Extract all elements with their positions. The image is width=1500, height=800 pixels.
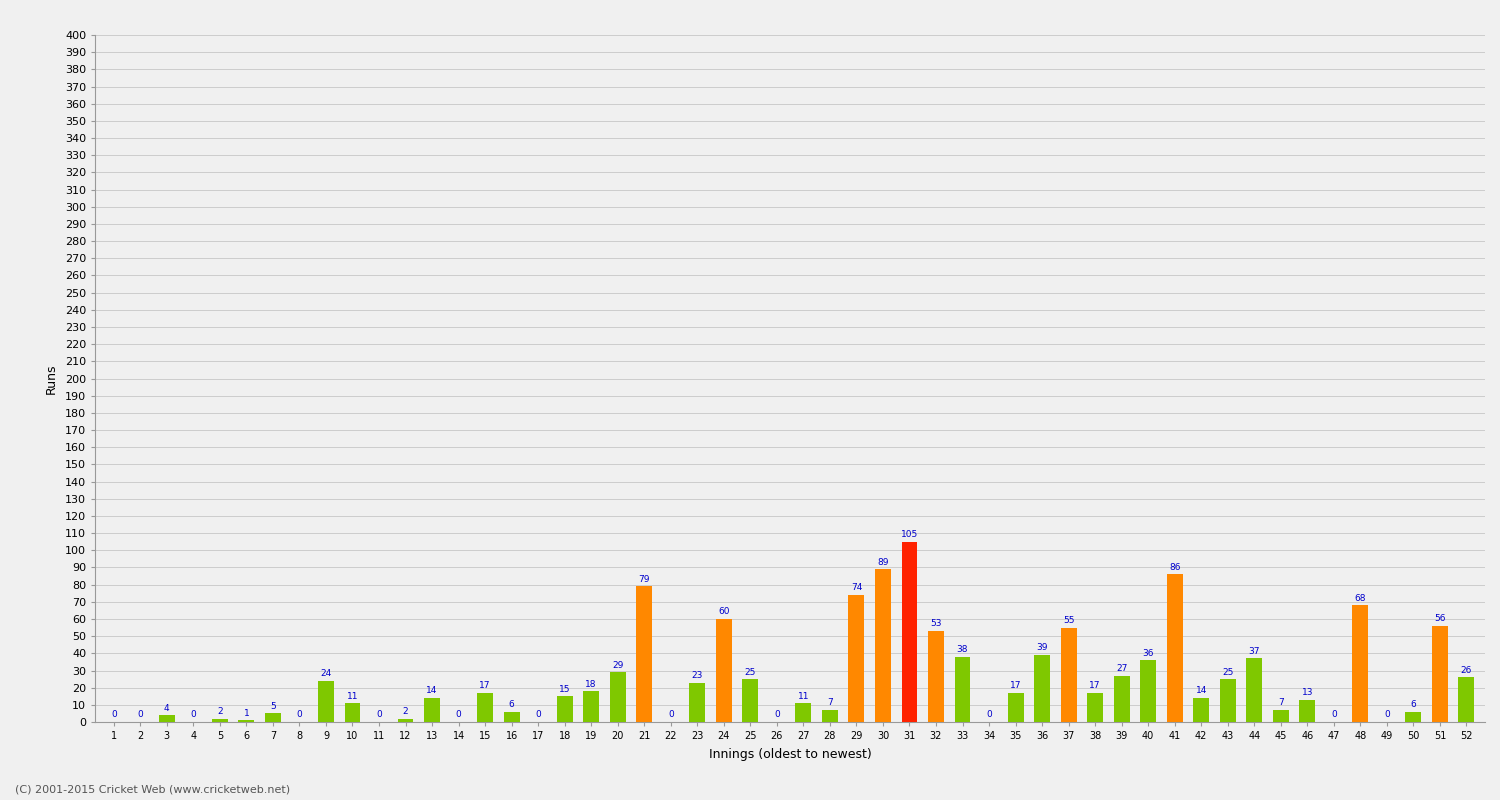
Text: 86: 86 [1168,562,1180,572]
Bar [928,631,944,722]
Bar [266,714,280,722]
Bar [795,703,812,722]
Text: 4: 4 [164,703,170,713]
Bar [398,718,414,722]
Bar [1406,712,1422,722]
Bar [1060,627,1077,722]
Text: 0: 0 [376,710,382,719]
Bar [211,718,228,722]
Bar [690,682,705,722]
Bar [1167,574,1182,722]
Text: 14: 14 [426,686,438,695]
Text: 11: 11 [346,691,358,701]
Text: 11: 11 [798,691,808,701]
Text: 17: 17 [480,682,490,690]
Text: 17: 17 [1010,682,1022,690]
Bar [849,595,864,722]
Bar [345,703,360,722]
Text: 0: 0 [668,710,674,719]
Bar [874,569,891,722]
Bar [610,672,626,722]
Text: 0: 0 [986,710,992,719]
Bar [1274,710,1288,722]
Text: 24: 24 [321,670,332,678]
Bar [1353,606,1368,722]
Text: 26: 26 [1461,666,1472,674]
Text: 2: 2 [402,707,408,716]
Text: 68: 68 [1354,594,1366,602]
Text: 53: 53 [930,619,942,629]
Text: 0: 0 [190,710,196,719]
Text: 55: 55 [1064,616,1074,625]
Bar [1113,676,1130,722]
Text: 25: 25 [1222,667,1233,677]
Text: 0: 0 [774,710,780,719]
Text: 0: 0 [111,710,117,719]
Text: 0: 0 [1330,710,1336,719]
Text: 36: 36 [1143,649,1154,658]
Bar [1432,626,1448,722]
Bar [318,681,334,722]
Text: 0: 0 [1384,710,1389,719]
Bar [954,657,970,722]
Text: 37: 37 [1248,647,1260,656]
Text: 18: 18 [585,679,597,689]
Bar [477,693,494,722]
Text: 13: 13 [1302,688,1312,697]
Bar [504,712,519,722]
Text: 15: 15 [560,685,570,694]
Text: 1: 1 [243,709,249,718]
Text: 38: 38 [957,645,969,654]
Text: 0: 0 [297,710,303,719]
Text: 23: 23 [692,671,703,680]
X-axis label: Innings (oldest to newest): Innings (oldest to newest) [708,748,872,761]
Text: 6: 6 [509,700,515,709]
Text: 7: 7 [1278,698,1284,707]
Bar [1220,679,1236,722]
Text: 0: 0 [536,710,542,719]
Bar [1140,660,1156,722]
Text: 27: 27 [1116,664,1128,673]
Text: 0: 0 [138,710,142,719]
Bar [1246,658,1262,722]
Text: 14: 14 [1196,686,1208,695]
Bar [1299,700,1316,722]
Text: 89: 89 [878,558,888,566]
Bar [424,698,439,722]
Y-axis label: Runs: Runs [45,363,58,394]
Bar [1458,678,1474,722]
Text: 29: 29 [612,661,624,670]
Bar [902,542,918,722]
Text: 60: 60 [718,607,729,616]
Text: 105: 105 [902,530,918,539]
Bar [556,696,573,722]
Text: 2: 2 [217,707,222,716]
Text: 5: 5 [270,702,276,711]
Text: 74: 74 [850,583,862,592]
Text: 6: 6 [1410,700,1416,709]
Bar [584,691,598,722]
Bar [1034,655,1050,722]
Bar [1194,698,1209,722]
Text: 17: 17 [1089,682,1101,690]
Text: (C) 2001-2015 Cricket Web (www.cricketweb.net): (C) 2001-2015 Cricket Web (www.cricketwe… [15,784,290,794]
Bar [1008,693,1023,722]
Text: 0: 0 [456,710,462,719]
Bar [716,619,732,722]
Bar [742,679,759,722]
Bar [238,720,255,722]
Text: 56: 56 [1434,614,1446,623]
Bar [159,715,176,722]
Text: 79: 79 [639,574,650,584]
Bar [636,586,652,722]
Text: 7: 7 [827,698,833,707]
Text: 39: 39 [1036,643,1048,653]
Bar [822,710,839,722]
Text: 25: 25 [744,667,756,677]
Bar [1088,693,1102,722]
